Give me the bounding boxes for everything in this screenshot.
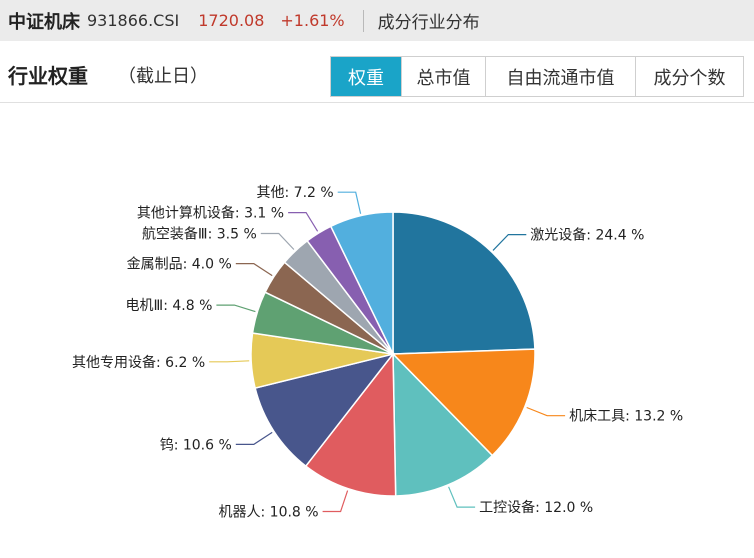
tab-free-float-market-cap[interactable]: 自由流通市值 (485, 57, 635, 96)
index-change: +1.61% (280, 11, 345, 30)
slice-label-10: 其他计算机设备: 3.1 % (137, 205, 284, 222)
leader-line-5 (235, 431, 273, 445)
panel-title: 行业权重 (8, 64, 88, 88)
slice-label-11: 其他: 7.2 % (256, 185, 333, 201)
industry-weight-pie-chart: 激光设备: 24.4 % 机床工具: 13.2 % 工控设备: 12.0 % 机器人:… (72, 185, 683, 521)
leader-line-3 (448, 486, 476, 508)
slice-label-colon: : (174, 437, 183, 453)
slice-label-value: 24.4 % (595, 228, 644, 244)
leader-line-4 (322, 490, 349, 513)
leader-line-1 (492, 234, 527, 251)
section-link-industry-distribution[interactable]: 成分行业分布 (377, 13, 480, 33)
slice-label-1: 激光设备: 24.4 % (530, 227, 644, 244)
slice-label-colon: : (625, 409, 634, 425)
index-price: 1720.08 (198, 11, 265, 30)
slice-label-name: 其他计算机设备 (137, 205, 235, 222)
index-code: 931866.CSI (87, 11, 180, 30)
slice-label-colon: : (156, 355, 165, 371)
slice-label-name: 电机Ⅲ (126, 298, 164, 314)
slice-label-value: 4.8 % (172, 298, 212, 314)
slice-label-value: 13.2 % (634, 409, 683, 425)
slice-label-name: 机器人 (218, 505, 260, 521)
panel-subtitle: （截止日） (118, 66, 208, 87)
slice-label-value: 10.6 % (183, 437, 232, 453)
slice-label-value: 3.5 % (217, 227, 257, 243)
slice-label-colon: : (260, 505, 269, 521)
slice-label-name: 激光设备 (530, 227, 586, 244)
slice-label-3: 工控设备: 12.0 % (479, 499, 593, 516)
slice-label-colon: : (284, 185, 293, 201)
slice-label-name: 其他 (256, 185, 284, 201)
pie-slice-11[interactable] (329, 211, 394, 355)
pie-slice-4[interactable] (304, 351, 397, 497)
leader-line-2 (526, 406, 566, 417)
leader-line-11 (337, 191, 362, 214)
slice-label-5: 钨: 10.6 % (160, 437, 232, 453)
pie-slice-3[interactable] (392, 352, 494, 497)
leader-line-6 (209, 360, 250, 363)
leader-line-9 (260, 232, 295, 250)
slice-label-name: 工控设备 (479, 499, 535, 516)
slice-label-2: 机床工具: 13.2 % (569, 409, 683, 425)
metric-tabs: 权重 总市值 自由流通市值 成分个数 (330, 56, 744, 97)
tab-total-market-cap[interactable]: 总市值 (401, 57, 485, 96)
slice-label-colon: : (586, 228, 595, 244)
pie-slice-2[interactable] (391, 348, 536, 457)
tab-weight[interactable]: 权重 (331, 57, 401, 96)
pie-slice-1[interactable] (392, 211, 536, 355)
slice-label-colon: : (163, 298, 172, 314)
slice-label-name: 其他专用设备 (72, 354, 156, 371)
slice-label-value: 7.2 % (294, 185, 334, 201)
tab-constituent-count[interactable]: 成分个数 (635, 57, 743, 96)
slice-label-value: 4.0 % (192, 257, 232, 273)
panel-header: 行业权重 （截止日） 权重 总市值 自由流通市值 成分个数 (0, 41, 754, 103)
slice-label-name: 钨 (160, 437, 174, 453)
leader-line-8 (235, 263, 273, 277)
slice-label-8: 金属制品: 4.0 % (127, 257, 232, 273)
index-header-bar: 中证机床 931866.CSI 1720.08 +1.61% 成分行业分布 (0, 0, 754, 41)
header-divider (362, 9, 364, 32)
slice-label-value: 12.0 % (544, 500, 593, 516)
slice-label-name: 航空装备Ⅲ (142, 226, 208, 243)
slice-label-name: 金属制品 (127, 257, 183, 273)
slice-label-colon: : (535, 500, 544, 516)
slice-label-name: 机床工具 (569, 409, 625, 425)
slice-label-4: 机器人: 10.8 % (218, 505, 318, 521)
leader-line-7 (216, 304, 256, 313)
slice-label-value: 10.8 % (270, 505, 319, 521)
slice-label-colon: : (235, 206, 244, 222)
slice-label-value: 6.2 % (165, 355, 205, 371)
slice-label-value: 3.1 % (244, 206, 284, 222)
pie-slice-5[interactable] (254, 352, 395, 468)
slice-label-colon: : (208, 227, 217, 243)
leader-line-10 (288, 211, 319, 232)
index-name: 中证机床 (8, 11, 80, 33)
slice-label-7: 电机Ⅲ: 4.8 % (126, 298, 213, 314)
slice-label-9: 航空装备Ⅲ: 3.5 % (142, 226, 257, 243)
slice-label-6: 其他专用设备: 6.2 % (72, 354, 205, 371)
slice-label-colon: : (183, 257, 192, 273)
